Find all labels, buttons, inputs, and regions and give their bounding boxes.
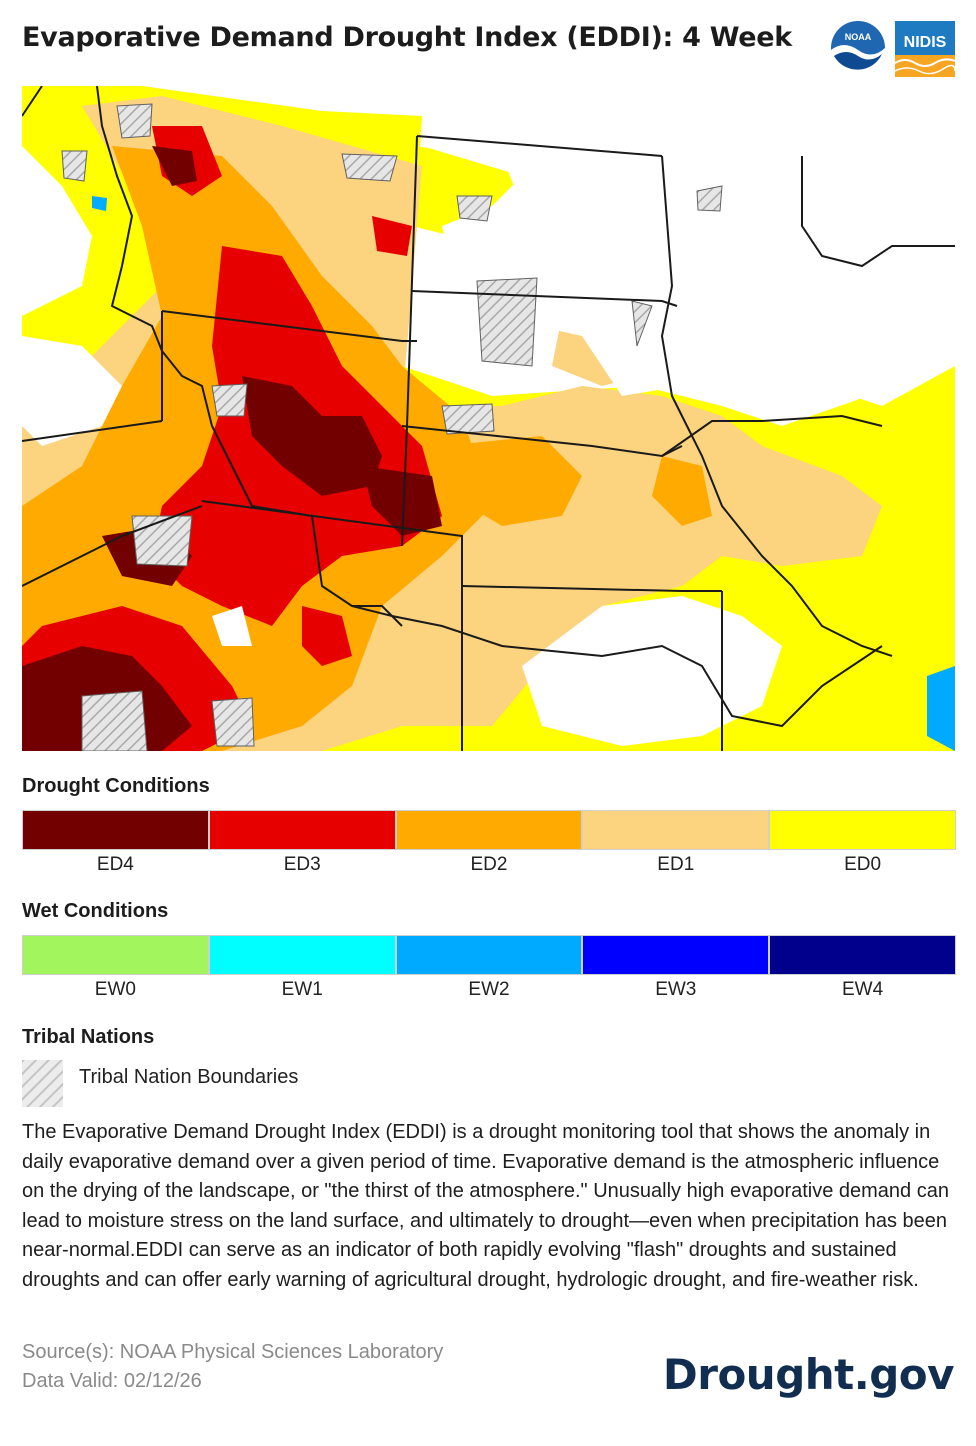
- swatch-ew2: [395, 935, 583, 975]
- drought-legend-swatches: [22, 810, 956, 850]
- noaa-logo: NOAA: [831, 21, 885, 76]
- swatch-ed0: [769, 810, 956, 850]
- neutral-areas: [22, 146, 955, 746]
- swatch-ew0: [22, 935, 209, 975]
- brand-wordmark: Drought.gov: [662, 1350, 955, 1399]
- source-block: Source(s): NOAA Physical Sciences Labora…: [22, 1338, 443, 1396]
- description-text: The Evaporative Demand Drought Index (ED…: [22, 1121, 949, 1291]
- page-title: Evaporative Demand Drought Index (EDDI):…: [22, 22, 792, 53]
- swatch-ed3: [208, 810, 396, 850]
- legend-label-ew4: EW4: [841, 979, 884, 1000]
- tribal-nation-areas: [61, 103, 723, 751]
- legend-label-ew1: EW1: [281, 979, 323, 1000]
- drought-legend-labels: ED4 ED3 ED2 ED1 ED0: [22, 854, 956, 876]
- description: The Evaporative Demand Drought Index (ED…: [22, 1118, 957, 1296]
- wet-legend-heading: Wet Conditions: [22, 900, 169, 922]
- wet-legend-swatches: [22, 935, 956, 975]
- legend-label-ed1: ED1: [657, 854, 695, 875]
- swatch-ed1: [582, 810, 770, 850]
- source-text: Source(s): NOAA Physical Sciences Labora…: [22, 1341, 444, 1363]
- wet-legend-labels: EW0 EW1 EW2 EW3 EW4: [22, 979, 956, 1001]
- legend-label-ed2: ED2: [470, 854, 508, 875]
- swatch-ed4: [22, 810, 209, 850]
- swatch-ed2: [395, 810, 583, 850]
- svg-text:NIDIS: NIDIS: [904, 34, 947, 51]
- wet-area: [927, 666, 955, 751]
- swatch-ew4: [769, 935, 956, 975]
- tribal-legend-heading: Tribal Nations: [22, 1026, 155, 1048]
- svg-text:NOAA: NOAA: [845, 32, 872, 42]
- legend-label-ed4: ED4: [96, 854, 134, 875]
- legend-label-ew2: EW2: [468, 979, 510, 1000]
- legend-label-ew0: EW0: [94, 979, 136, 1000]
- eddi-map: [22, 86, 955, 751]
- tribal-hatch-swatch: [22, 1060, 63, 1107]
- legend-label-ed0: ED0: [844, 854, 882, 875]
- data-valid-text: Data Valid: 02/12/26: [22, 1370, 202, 1392]
- legend-label-ew3: EW3: [655, 979, 697, 1000]
- legend-label-ed3: ED3: [283, 854, 321, 875]
- state-boundaries: [22, 86, 955, 751]
- swatch-ew1: [208, 935, 396, 975]
- drought-legend-heading: Drought Conditions: [22, 775, 210, 797]
- tribal-legend-label: Tribal Nation Boundaries: [79, 1066, 299, 1088]
- nidis-logo: NIDIS: [895, 21, 955, 77]
- swatch-ew3: [582, 935, 770, 975]
